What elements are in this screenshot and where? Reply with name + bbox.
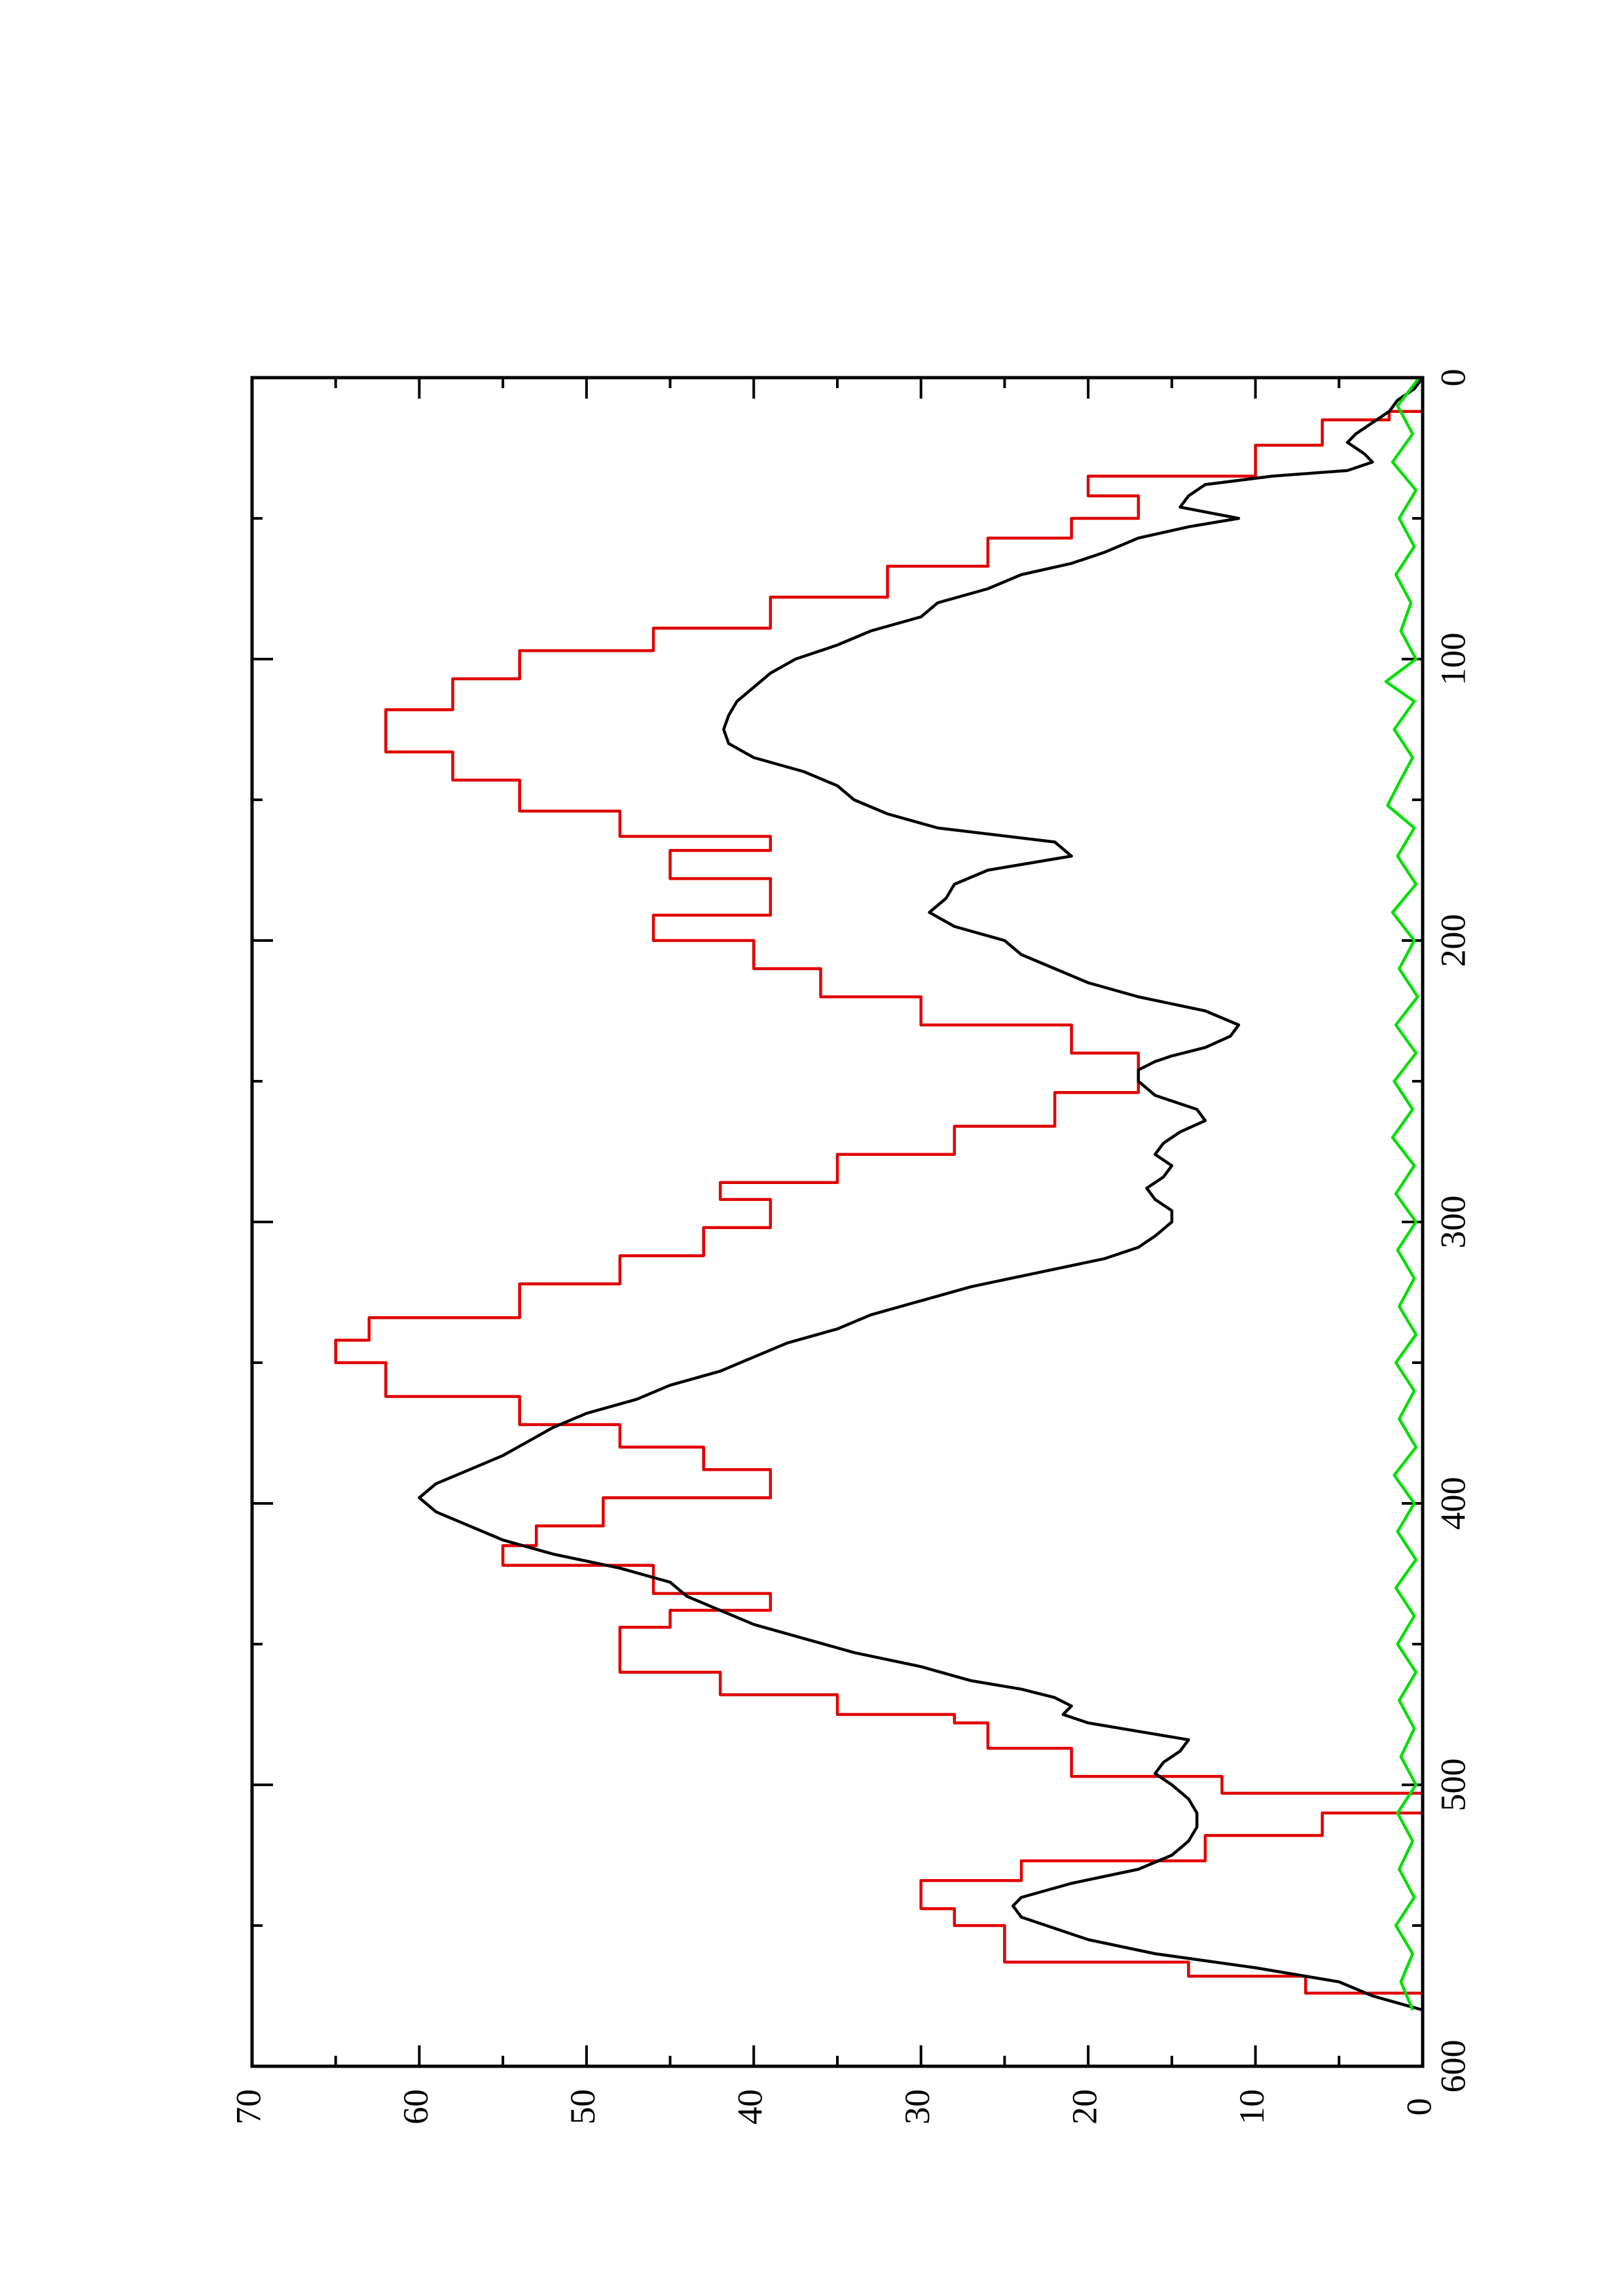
x-tick-label: 0 — [1433, 369, 1472, 387]
plot-frame — [250, 376, 1425, 2068]
axis-ticks — [251, 376, 1424, 2068]
y-tick-label: 10 — [1232, 2089, 1271, 2125]
y-tick-label: 70 — [228, 2089, 268, 2125]
x-tick-label: 200 — [1433, 914, 1472, 967]
x-tick-label: 400 — [1433, 1477, 1472, 1530]
y-tick-label: 50 — [563, 2089, 602, 2125]
tick-labels: 0 100 200 300 400 500 600 0 10 20 30 40 50 60 70 — [228, 369, 1472, 2125]
y-tick-label: 60 — [396, 2089, 435, 2125]
series-black-line — [418, 376, 1424, 2012]
y-tick-label: 0 — [1399, 2098, 1438, 2116]
x-tick-label: 100 — [1433, 633, 1472, 686]
y-tick-label: 20 — [1065, 2089, 1104, 2125]
y-tick-label: 40 — [731, 2089, 770, 2125]
series-layer — [334, 376, 1425, 2012]
x-tick-label: 500 — [1433, 1759, 1472, 1812]
series-red-step — [334, 378, 1425, 2010]
x-tick-label: 300 — [1433, 1196, 1472, 1249]
x-tick-label: 600 — [1433, 2040, 1472, 2093]
y-tick-label: 30 — [898, 2089, 937, 2125]
series-green-line — [1384, 376, 1421, 2011]
